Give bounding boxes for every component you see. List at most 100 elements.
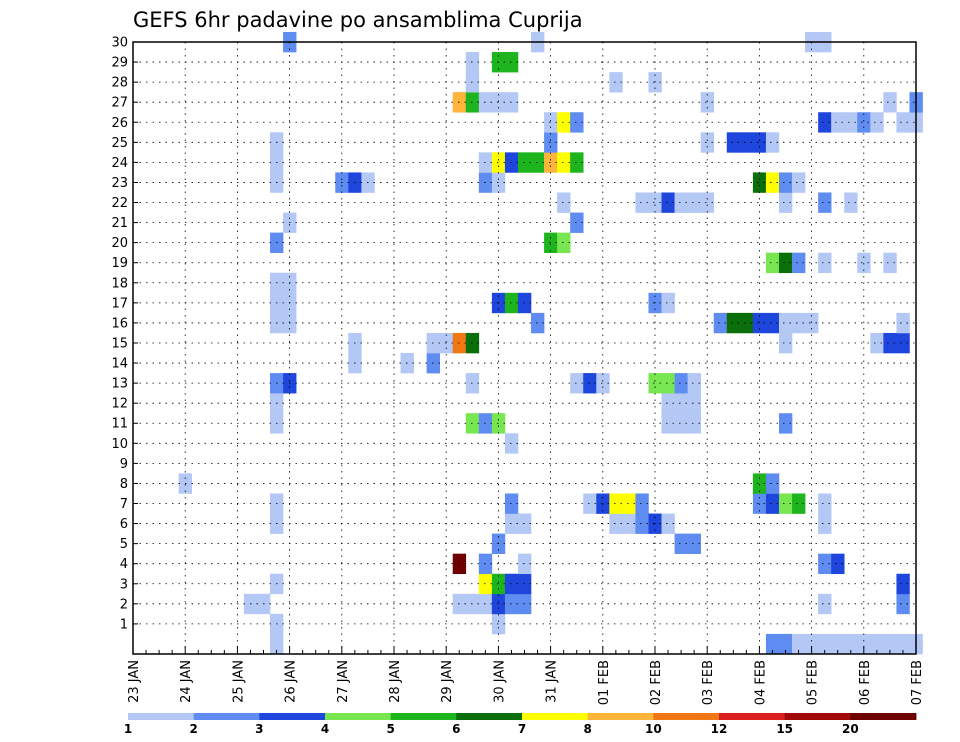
precip-cell [765,633,780,655]
precip-cell [491,593,506,615]
precip-cell [478,573,493,595]
y-tick-label: 19 [111,256,128,271]
colorbar-swatch [719,713,786,720]
precip-cell [765,493,780,514]
precip-cell [478,172,493,193]
precip-cell [752,132,767,153]
colorbar-label: 1 [124,722,132,736]
precip-cell [570,112,584,133]
precip-cell [857,112,871,133]
precip-cell [805,312,819,334]
colorbar-label: 12 [711,722,728,736]
x-tick-label: 07 FEB [910,660,925,705]
y-tick-label: 27 [111,96,128,111]
precip-cell [491,92,506,113]
precip-cell [818,252,832,274]
x-tick-label: 04 FEB [753,660,768,705]
precip-cell [896,633,910,655]
y-tick-label: 29 [111,56,128,71]
colorbar-label: 2 [189,722,197,736]
y-tick-label: 14 [111,357,128,372]
precip-cell [765,473,780,494]
y-tick-label: 10 [111,437,128,452]
colorbar-label: 10 [645,722,662,736]
precip-cell [570,212,584,233]
y-tick-label: 28 [111,76,128,91]
precip-cell [635,493,649,514]
y-tick-label: 15 [111,336,128,351]
precip-cell [661,192,675,213]
y-tick-label: 13 [111,377,128,392]
precip-cell [531,152,545,173]
precip-cell [609,513,623,534]
y-tick-label: 22 [111,196,128,211]
y-tick-label: 26 [111,116,128,131]
precip-cell [557,112,571,133]
y-tick-label: 18 [111,276,128,291]
precip-cell [844,192,858,213]
y-tick-label: 11 [111,417,128,432]
x-tick-label: 27 JAN [336,660,351,703]
precip-cell [896,573,910,595]
precip-cell [661,373,675,394]
precip-cell [870,332,884,354]
y-tick-label: 3 [120,577,128,592]
precip-cell [531,312,545,334]
precip-cell [778,493,793,514]
precip-cell [831,633,845,655]
precip-cell [883,92,897,113]
precip-cell [674,192,688,213]
precip-cell [752,172,767,193]
precip-cell [792,172,806,193]
precip-cell [818,633,832,655]
x-tick-label: 30 JAN [492,660,507,703]
y-tick-label: 16 [111,316,128,331]
precip-cell [700,92,715,113]
precip-cell [818,112,832,133]
y-tick-label: 5 [120,537,128,552]
precip-cell [857,252,871,274]
precip-cell [792,252,806,274]
precip-cell [778,332,793,354]
precip-cell [517,513,532,534]
precip-cell [713,312,728,334]
y-tick-label: 30 [111,36,128,51]
precip-cell [622,493,636,514]
precip-cell [778,172,793,193]
precip-cell [478,413,493,434]
precip-cell [544,232,558,253]
precip-cell [570,152,584,173]
precip-cell [896,332,910,354]
colorbar-label: 7 [518,722,526,736]
precip-cell [765,132,780,153]
precip-cell [778,252,793,274]
colorbar-swatch [390,713,457,720]
colorbar-swatch [128,713,195,720]
precip-cell [491,413,506,434]
precip-cell [792,312,806,334]
precip-cell [648,192,662,213]
colorbar-swatch [193,713,260,720]
precip-cell [583,493,597,514]
precip-cell [635,192,649,213]
precip-cell [687,393,701,414]
precip-cell [818,192,832,213]
precip-cell [739,132,754,153]
colorbar-swatch [653,713,720,720]
y-tick-label: 20 [111,236,128,251]
precip-cell [517,593,532,615]
precip-cell [687,192,701,213]
precip-cell [661,292,675,314]
colorbar-swatch [522,713,589,720]
grid-lines [133,41,916,654]
precip-cell [818,553,832,575]
colorbar-swatch [325,713,392,720]
colorbar-swatch [259,713,326,720]
precip-cell [739,312,754,334]
precip-cell [752,473,767,494]
precip-cell [557,192,571,213]
x-axis: 23 JAN 24 JAN 25 JAN 26 JAN 27 JAN 28 JAN 29 J… [127,646,925,705]
precip-cell [517,292,532,314]
precip-cell [557,152,571,173]
